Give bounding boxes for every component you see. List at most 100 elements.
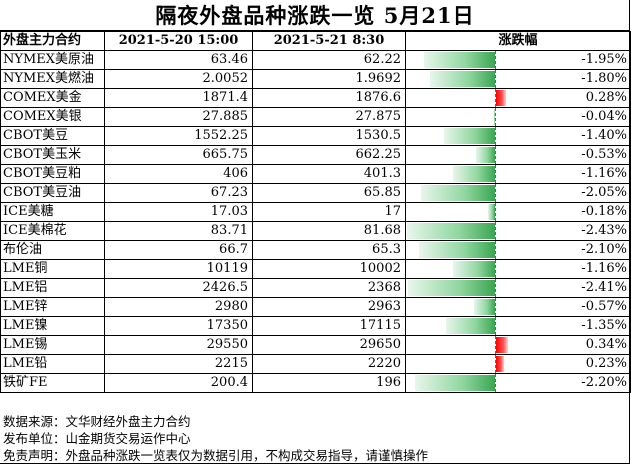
bar-axis [495,89,496,107]
positive-change-bar [496,356,505,372]
bar-axis [495,222,496,240]
table-header-row: 外盘主力合约 2021-5-20 15:00 2021-5-21 8:30 涨跌… [0,31,631,51]
contract-name: ICE美糖 [0,202,105,222]
prev-price: 2215 [104,354,253,374]
negative-change-bar [446,318,495,334]
change-bar-cell [405,316,519,336]
curr-price: 65.3 [252,240,406,260]
change-bar-cell [405,259,519,279]
header-prev-time: 2021-5-20 15:00 [104,31,253,51]
curr-price: 662.25 [252,145,406,165]
change-percent: -0.57% [518,297,631,317]
curr-price: 17115 [252,316,406,336]
change-bar-cell [405,126,519,146]
contract-name: CBOT美豆粕 [0,164,105,184]
negative-change-bar [407,223,495,239]
change-bar-cell [405,183,519,203]
price-change-table: 外盘主力合约 2021-5-20 15:00 2021-5-21 8:30 涨跌… [0,31,631,393]
contract-name: LME铅 [0,354,105,374]
prev-price: 2426.5 [104,278,253,298]
change-bar-cell [405,221,519,241]
prev-price: 10119 [104,259,253,279]
curr-price: 401.3 [252,164,406,184]
change-bar-cell [405,202,519,222]
change-bar-cell [405,297,519,317]
change-bar-cell [405,107,519,127]
table-row: NYMEX美原油 63.46 62.22 -1.95% [0,50,631,70]
contract-name: 布伦油 [0,240,105,260]
negative-change-bar [418,242,495,258]
curr-price: 196 [252,373,406,393]
change-percent: -2.05% [518,183,631,203]
contract-name: LME锡 [0,335,105,355]
change-bar-cell [405,373,519,393]
prev-price: 17.03 [104,202,253,222]
table-row: NYMEX美燃油 2.0052 1.9692 -1.80% [0,69,631,89]
negative-change-bar [444,128,495,144]
prev-price: 2980 [104,297,253,317]
footer-disclaimer: 免责声明：外盘品种涨跌一览表仅为数据引用，不构成交易指导，请谨慎操作 [3,448,429,463]
contract-name: COMEX美金 [0,88,105,108]
change-percent: 0.34% [518,335,631,355]
table-row: CBOT美豆油 67.23 65.85 -2.05% [0,183,631,203]
bar-axis [495,298,496,316]
header-change: 涨跌幅 [405,31,631,51]
change-percent: -1.40% [518,126,631,146]
negative-change-bar [407,280,495,296]
change-percent: -1.35% [518,316,631,336]
bar-axis [495,165,496,183]
prev-price: 29550 [104,335,253,355]
change-percent: -1.16% [518,164,631,184]
change-bar-cell [405,335,519,355]
curr-price: 1530.5 [252,126,406,146]
table-row: LME锌 2980 2963 -0.57% [0,297,631,317]
prev-price: 27.885 [104,107,253,127]
table-row: COMEX美金 1871.4 1876.6 0.28% [0,88,631,108]
prev-price: 406 [104,164,253,184]
table-row: CBOT美豆粕 406 401.3 -1.16% [0,164,631,184]
curr-price: 1876.6 [252,88,406,108]
footer-notes: 数据来源：文华财经外盘主力合约 发布单位：山金期货交易运作中心 免责声明：外盘品… [3,413,428,464]
curr-price: 27.875 [252,107,406,127]
curr-price: 29650 [252,335,406,355]
contract-name: 铁矿FE [0,373,105,393]
header-contract: 外盘主力合约 [0,31,105,51]
page-title: 隔夜外盘品种涨跌一览 5月21日 [0,0,630,31]
bar-axis [495,260,496,278]
negative-change-bar [475,147,495,163]
contract-name: CBOT美豆 [0,126,105,146]
table-row: COMEX美银 27.885 27.875 -0.04% [0,107,631,127]
prev-price: 665.75 [104,145,253,165]
prev-price: 200.4 [104,373,253,393]
change-bar-cell [405,88,519,108]
positive-change-bar [496,90,506,106]
table-row: LME铜 10119 10002 -1.16% [0,259,631,279]
prev-price: 17350 [104,316,253,336]
contract-name: NYMEX美燃油 [0,69,105,89]
bar-axis [495,317,496,335]
table-row: CBOT美玉米 665.75 662.25 -0.53% [0,145,631,165]
contract-name: LME镍 [0,316,105,336]
change-bar-cell [405,278,519,298]
contract-name: LME铝 [0,278,105,298]
contract-name: ICE美棉花 [0,221,105,241]
curr-price: 62.22 [252,50,406,70]
contract-name: CBOT美玉米 [0,145,105,165]
change-percent: -2.20% [518,373,631,393]
table-row: ICE美棉花 83.71 81.68 -2.43% [0,221,631,241]
change-percent: -2.10% [518,240,631,260]
footer-publisher: 发布单位：山金期货交易运作中心 [3,431,191,446]
curr-price: 1.9692 [252,69,406,89]
table-body: NYMEX美原油 63.46 62.22 -1.95% NYMEX美燃油 2.0052 1.… [0,50,631,393]
bar-axis [495,241,496,259]
table-row: LME铅 2215 2220 0.23% [0,354,631,374]
negative-change-bar [452,166,495,182]
change-percent: -1.16% [518,259,631,279]
bar-axis [495,355,496,373]
table-row: 布伦油 66.7 65.3 -2.10% [0,240,631,260]
prev-price: 63.46 [104,50,253,70]
change-percent: -2.43% [518,221,631,241]
contract-name: LME铜 [0,259,105,279]
negative-change-bar [452,261,495,277]
curr-price: 81.68 [252,221,406,241]
